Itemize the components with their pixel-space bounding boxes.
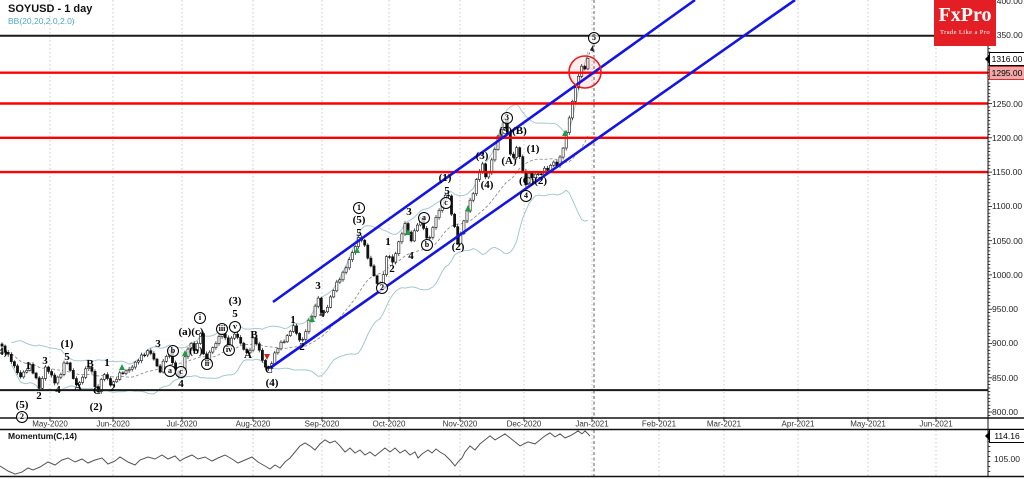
price-tag-notch-icon bbox=[985, 54, 990, 64]
bollinger-upper-band bbox=[11, 51, 589, 365]
red-level-price-tag: 1295.00 bbox=[989, 66, 1024, 80]
buy-marker-icon bbox=[354, 247, 360, 253]
symbol-title: SOYUSD - 1 day bbox=[8, 3, 93, 15]
buy-marker-icon bbox=[465, 205, 471, 211]
current-price-tag: 1316.00 bbox=[985, 52, 1024, 66]
breakout-highlight-circle bbox=[568, 55, 602, 89]
fxpro-logo-tagline: Trade Like a Pro bbox=[939, 29, 991, 36]
projection-arrowhead bbox=[590, 45, 594, 52]
bollinger-indicator-label: BB(20,20,2.0,2.0) bbox=[8, 16, 75, 26]
buy-marker-icon bbox=[182, 350, 188, 356]
channel-line bbox=[272, 0, 696, 304]
bollinger-lower-band bbox=[10, 189, 589, 395]
momentum-tag-notch-icon bbox=[985, 431, 990, 441]
buy-marker-icon bbox=[119, 364, 125, 370]
fxpro-logo: FxPro Trade Like a Pro bbox=[934, 0, 996, 46]
channel-line bbox=[269, 0, 796, 370]
candlesticks bbox=[0, 57, 590, 395]
buy-marker-icon bbox=[562, 130, 568, 136]
buy-marker-icon bbox=[309, 316, 315, 322]
buy-marker-icon bbox=[405, 229, 411, 235]
sell-marker-icon bbox=[264, 354, 270, 360]
momentum-value-tag: 114.16 bbox=[985, 429, 1024, 443]
fxpro-logo-name: FxPro bbox=[938, 4, 992, 26]
momentum-line bbox=[0, 430, 591, 475]
momentum-indicator-label: Momentum(C,14) bbox=[8, 431, 77, 441]
